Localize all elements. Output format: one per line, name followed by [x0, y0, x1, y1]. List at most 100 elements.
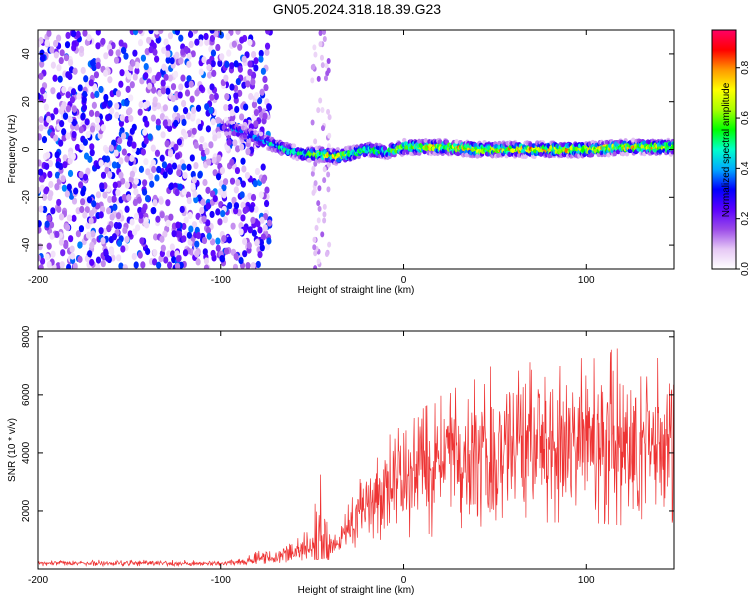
spectrogram-cell	[213, 92, 219, 101]
spectrogram-cell	[314, 224, 319, 231]
spectrogram-cell	[54, 171, 61, 179]
spectrogram-cell	[229, 62, 235, 70]
spectrogram-cell	[188, 225, 194, 233]
spectrogram-cell	[95, 191, 102, 199]
spectrogram-cell	[205, 202, 211, 210]
spectrogram-cell	[145, 247, 151, 256]
spectrogram-cell	[181, 118, 187, 127]
spectrogram-cell	[224, 131, 229, 137]
spectrogram-cell	[58, 213, 65, 221]
spectrogram-cell	[65, 223, 71, 232]
spectrogram-cell	[101, 155, 107, 163]
spectrogram-cell	[163, 256, 169, 264]
spectrogram-cell	[188, 40, 194, 49]
spectrogram-cell	[209, 210, 215, 219]
spectrogram-cell	[140, 148, 146, 156]
spectrogram-cell	[148, 46, 154, 54]
spectrogram-cell	[175, 255, 182, 263]
spectrogram-cell	[55, 161, 61, 169]
spectrogram-cell	[46, 115, 52, 124]
spectrogram-cell	[78, 126, 84, 134]
spectrogram-cell	[72, 67, 78, 75]
spectrogram-y-ticks: -40 -20 0 20 40	[21, 48, 674, 252]
spectrogram-y-tick-label: -40	[21, 237, 32, 252]
spectrogram-cell	[202, 178, 208, 187]
spectrogram-cell	[202, 248, 208, 256]
spectrogram-cell	[195, 231, 202, 240]
spectrogram-cell	[152, 233, 159, 241]
spectrogram-cell	[104, 161, 110, 169]
spectrogram-cell	[124, 115, 130, 124]
spectrogram-cell	[178, 34, 184, 42]
spectrogram-cell	[61, 128, 67, 136]
spectrogram-cell	[266, 219, 273, 227]
spectrogram-cell	[323, 75, 328, 82]
spectrogram-cell	[215, 116, 221, 124]
spectrogram-cell	[180, 99, 187, 108]
spectrogram-cell	[66, 214, 73, 222]
spectrogram-cell	[178, 57, 184, 65]
spectrogram-cell	[132, 228, 138, 236]
spectrogram-cell	[154, 55, 160, 63]
spectrogram-cell	[313, 250, 318, 257]
spectrogram-cell	[258, 55, 264, 63]
spectrogram-cell	[109, 248, 115, 256]
spectrogram-cell	[217, 218, 223, 226]
spectrogram-cell	[255, 260, 261, 269]
spectrogram-cell	[245, 148, 251, 156]
spectrogram-cell	[95, 61, 101, 70]
spectrogram-cell	[320, 231, 325, 238]
spectrogram-cell	[143, 158, 149, 166]
spectrogram-cell	[233, 252, 239, 261]
spectrogram-cell	[118, 171, 124, 179]
spectrogram-cell	[216, 131, 222, 139]
spectrogram-cell	[115, 189, 121, 197]
spectrogram-cell	[104, 146, 110, 155]
spectrogram-cell	[52, 74, 58, 82]
spectrogram-cell	[77, 241, 83, 249]
spectrogram-cell	[128, 115, 134, 123]
spectrogram-cell	[88, 217, 94, 225]
spectrogram-cell	[71, 44, 77, 52]
spectrogram-cell	[240, 157, 246, 165]
spectrogram-cell	[190, 182, 196, 190]
spectrogram-cell	[69, 252, 76, 260]
spectrogram-cell	[205, 186, 211, 194]
spectrogram-cell	[194, 89, 200, 97]
spectrogram-cell	[50, 207, 56, 215]
spectrogram-cell	[81, 96, 87, 104]
spectrogram-cell	[235, 77, 241, 86]
spectrogram-cell	[174, 262, 181, 269]
spectrogram-cell	[192, 30, 199, 34]
spectrogram-cell	[210, 118, 216, 126]
spectrogram-cell	[45, 151, 51, 159]
spectrogram-cell	[310, 119, 315, 126]
spectrogram-cell	[189, 95, 195, 103]
spectrogram-cell	[167, 74, 173, 82]
spectrogram-cell	[235, 30, 241, 35]
spectrogram-cell	[166, 119, 172, 127]
spectrogram-cell	[67, 59, 74, 67]
spectrogram-cell	[82, 90, 88, 99]
spectrogram-cell	[254, 167, 261, 176]
spectrogram-cell	[127, 230, 133, 238]
spectrogram-cell	[165, 56, 171, 64]
spectrogram-cell	[57, 75, 63, 83]
spectrogram-cell	[197, 171, 203, 179]
spectrogram-cell	[46, 260, 52, 269]
spectrogram-cell	[113, 149, 119, 157]
spectrogram-cell	[224, 144, 230, 152]
spectrogram-cell	[235, 131, 241, 137]
spectrogram-cell	[262, 75, 268, 84]
spectrogram-cell	[116, 254, 122, 262]
spectrogram-cell	[322, 203, 327, 210]
snr-y-tick-label: 4000	[21, 441, 32, 464]
spectrogram-cell	[89, 149, 95, 157]
spectrogram-cell	[208, 141, 214, 149]
spectrogram-cell	[243, 195, 249, 203]
spectrogram-cell	[89, 59, 96, 67]
spectrogram-cell	[185, 191, 191, 199]
snr-y-tick-label: 2000	[21, 499, 32, 522]
spectrogram-cell	[231, 40, 237, 48]
spectrogram-cell	[219, 167, 226, 175]
